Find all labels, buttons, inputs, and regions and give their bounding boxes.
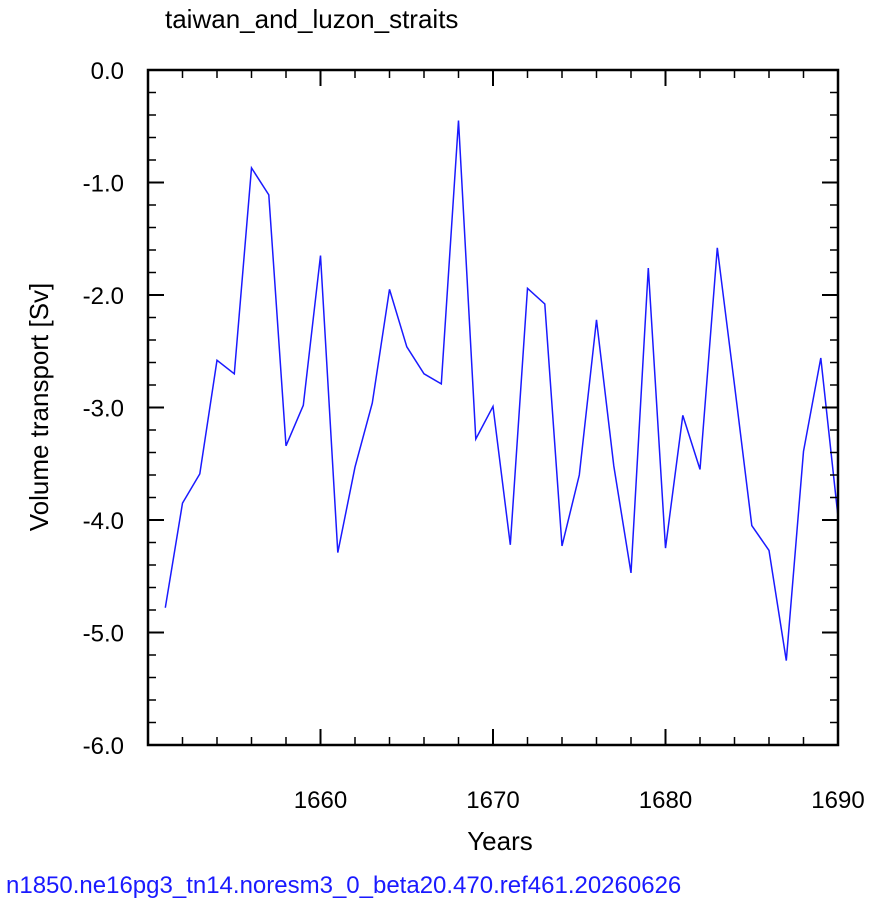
x-tick-label: 1660 [294, 787, 347, 814]
y-tick-label: -1.0 [83, 171, 124, 198]
run-identifier-footer: n1850.ne16pg3_tn14.noresm3_0_beta20.470.… [6, 872, 682, 899]
y-axis-label: Volume transport [Sv] [24, 283, 54, 532]
x-tick-label: 1670 [466, 787, 519, 814]
x-tick-label: 1680 [639, 787, 692, 814]
x-tick-label: 1690 [811, 787, 864, 814]
y-tick-label: -2.0 [83, 283, 124, 310]
y-tick-label: -4.0 [83, 508, 124, 535]
x-axis-label: Years [467, 826, 533, 856]
y-tick-label: 0.0 [91, 58, 124, 85]
y-tick-label: -3.0 [83, 396, 124, 423]
chart-title: taiwan_and_luzon_straits [165, 4, 458, 34]
data-series-line [164, 120, 839, 661]
y-tick-label: -5.0 [83, 621, 124, 648]
y-tick-label: -6.0 [83, 733, 124, 760]
